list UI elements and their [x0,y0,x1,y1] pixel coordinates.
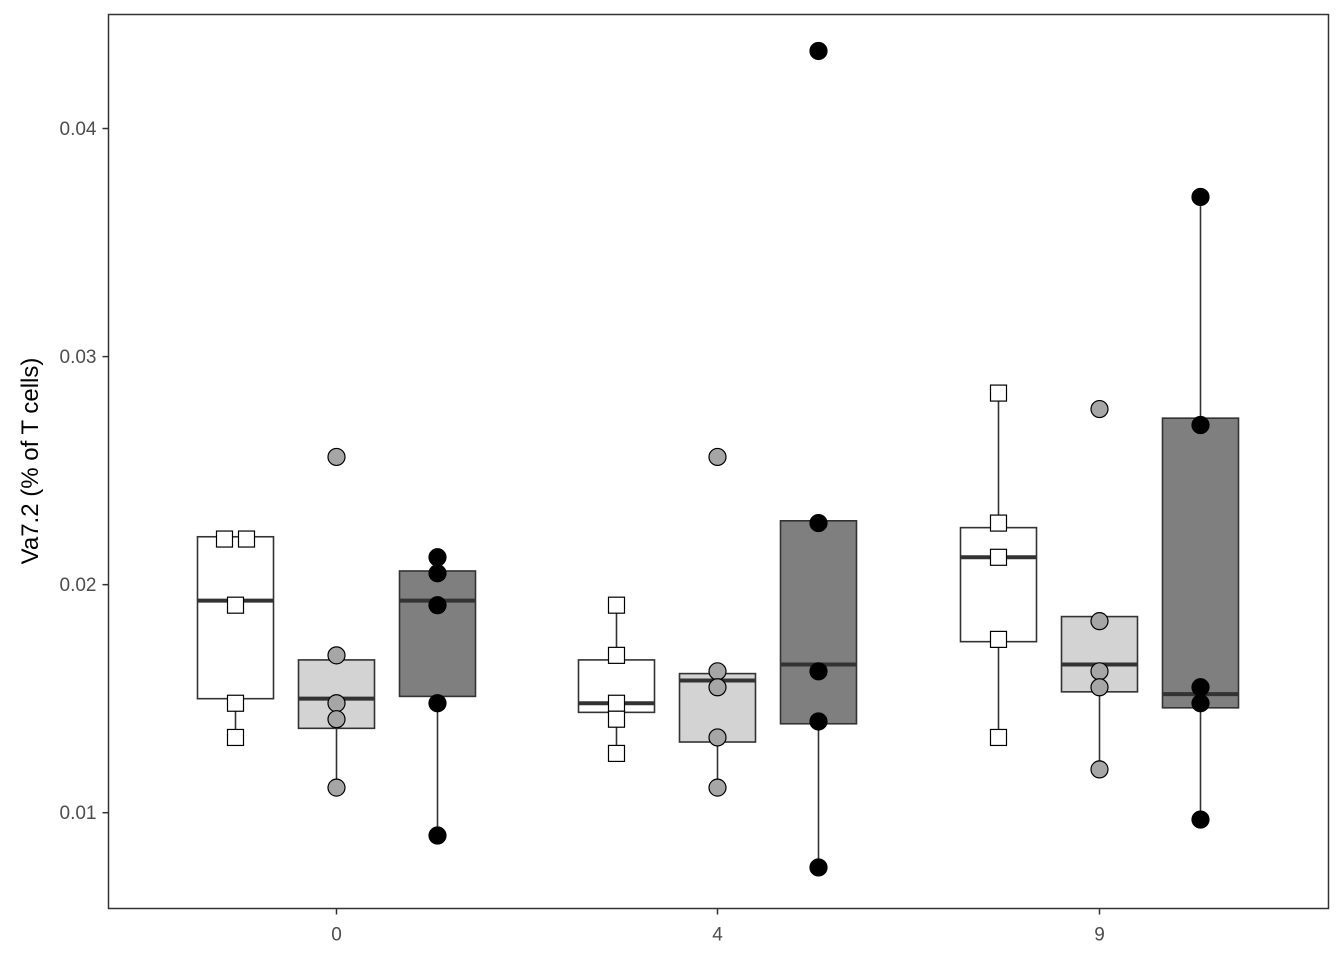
data-point [428,826,447,845]
data-point [1090,760,1109,779]
data-point [607,646,626,664]
data-point [607,694,626,712]
box-groups [196,196,1240,868]
data-points [215,41,1210,877]
data-point [215,530,234,548]
data-point [708,678,727,697]
data-point [809,858,828,877]
data-point [607,596,626,614]
data-point [1090,678,1109,697]
data-point [1090,612,1109,631]
box [196,535,275,700]
data-point [607,710,626,728]
box [959,526,1038,643]
data-point [226,694,245,712]
data-point [809,41,828,61]
data-point [428,694,447,713]
data-point [1090,399,1109,419]
data-point [809,712,828,731]
data-point [809,513,828,533]
box-group [779,519,858,868]
data-point [708,728,727,747]
box [398,570,477,698]
box [779,519,858,725]
data-point [989,728,1008,747]
data-point [428,564,447,583]
y-tick-label: 0.02 [60,575,97,596]
y-axis-title: Va7.2 (% of T cells) [17,358,44,565]
data-point [1191,678,1210,697]
data-point [327,710,346,729]
x-axis: 0 4 9 [331,908,1105,946]
data-point [989,548,1008,566]
x-tick-label: 9 [1094,925,1105,946]
data-point [708,778,727,797]
data-point [989,514,1008,532]
x-tick-label: 4 [712,925,723,946]
y-tick-label: 0.03 [60,347,97,368]
data-point [809,662,828,681]
data-point [327,778,346,797]
data-point [989,384,1008,402]
data-point [1191,415,1210,435]
data-point [1191,810,1210,829]
data-point [226,596,245,614]
data-point [1191,694,1210,713]
data-point [327,646,346,665]
box-group [959,393,1038,738]
box [1161,417,1240,709]
data-point [327,447,346,467]
y-axis: 0.01 0.02 0.03 0.04 [60,119,109,824]
data-point [226,728,245,747]
data-point [989,630,1008,648]
data-point [1191,187,1210,207]
x-tick-label: 0 [331,925,342,946]
y-tick-label: 0.01 [60,803,97,824]
data-point [327,694,346,713]
data-point [607,744,626,763]
data-point [428,596,447,615]
data-point [237,530,256,548]
data-point [428,548,447,567]
box-group [196,535,275,738]
data-point [1090,662,1109,681]
data-point [708,662,727,681]
y-tick-label: 0.04 [60,119,97,140]
data-point [708,447,727,467]
